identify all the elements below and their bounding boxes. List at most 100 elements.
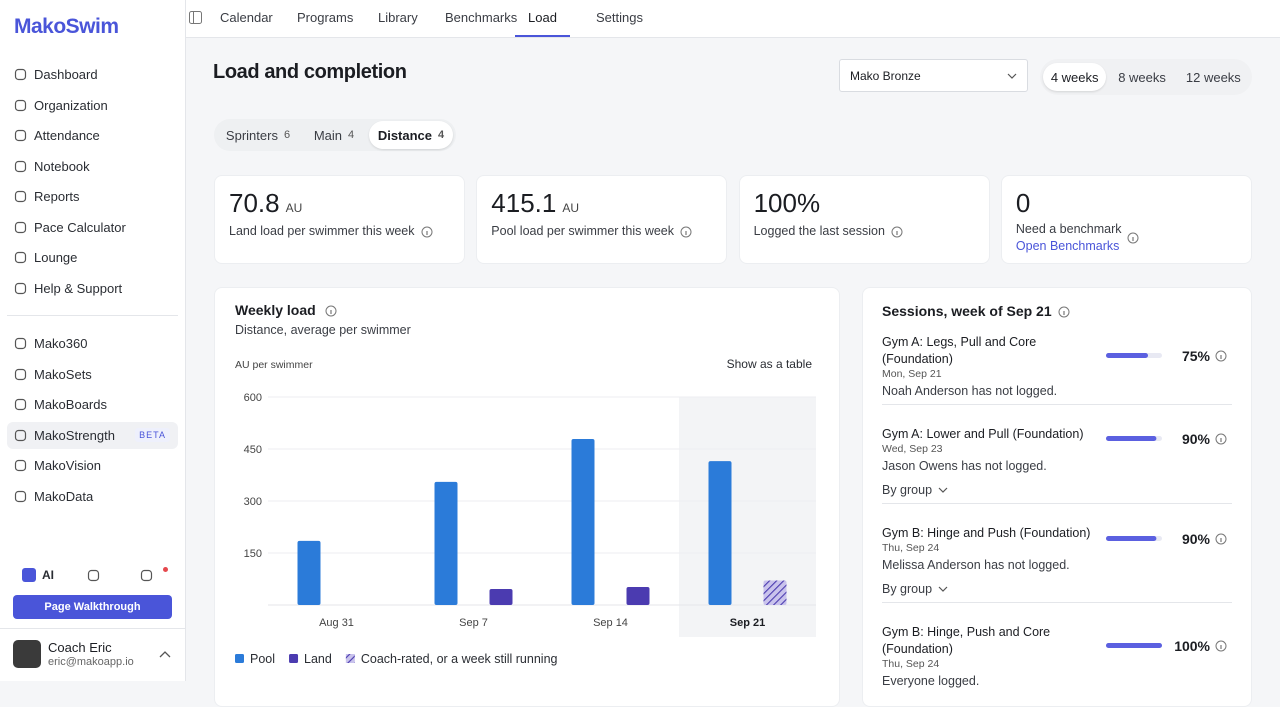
walkthrough-button[interactable]: Page Walkthrough [13, 595, 172, 619]
nav-icon [14, 251, 27, 264]
session-note: Jason Owens has not logged. [882, 459, 1047, 473]
nav-item[interactable]: Lounge [7, 244, 178, 271]
info-icon [1215, 640, 1227, 652]
info-icon [891, 226, 903, 238]
tab[interactable]: Benchmarks [445, 10, 518, 25]
ai-button[interactable]: AI [22, 568, 54, 582]
progress-fill [1106, 643, 1162, 648]
nav-icon [14, 282, 27, 294]
tab[interactable]: Settings [596, 10, 643, 25]
session-percent: 90% [1181, 531, 1210, 547]
app-item[interactable]: MakoSets [7, 361, 178, 388]
nav-item[interactable]: Organization [7, 92, 178, 119]
top-tabs: Calendar Programs Library Benchmarks Load Set… [186, 0, 1280, 38]
chevron-up [159, 651, 171, 658]
ai-shape [22, 568, 36, 582]
nav-item[interactable]: Dashboard [7, 61, 178, 88]
range-toggle: 4 weeks 8 weeks 12 weeks [1040, 59, 1252, 95]
page-title: Load and completion [213, 61, 407, 83]
stat-label-row: Logged the last session [754, 224, 903, 238]
team-select[interactable]: Mako Bronze [839, 59, 1028, 92]
y-tick-label: 300 [244, 496, 262, 508]
session-title[interactable]: Gym B: Hinge, Push and Core (Foundation) [882, 625, 1051, 656]
notification-dot [163, 567, 168, 572]
range-option[interactable]: 8 weeks [1118, 69, 1166, 85]
tab[interactable]: Calendar [220, 10, 273, 25]
tab[interactable]: Load [515, 0, 570, 37]
group-option[interactable]: Main 4 [301, 121, 367, 149]
bar [763, 580, 787, 605]
y-axis-label: AU per swimmer [235, 359, 313, 371]
stat-label: Land load per swimmer this week [229, 224, 415, 238]
session-title[interactable]: Gym B: Hinge and Push (Foundation) [882, 526, 1091, 540]
progress-fill [1106, 353, 1148, 358]
range-option[interactable]: 12 weeks [1185, 69, 1241, 85]
nav-icon [14, 129, 27, 142]
beta-badge: BETA [135, 428, 170, 442]
y-tick-label: 600 [244, 392, 262, 404]
progress [1106, 436, 1162, 441]
icon-shape [14, 282, 27, 294]
app-label: MakoBoards [34, 397, 107, 412]
x-tick-label: Sep 21 [730, 617, 765, 629]
progress-fill [1106, 436, 1157, 441]
app-icon [14, 429, 27, 441]
tab[interactable]: Library [378, 10, 418, 25]
x-tick-label: Aug 31 [319, 617, 354, 629]
sessions-header: Sessions, week of Sep 21 [882, 303, 1070, 319]
tab[interactable]: Programs [297, 10, 354, 25]
info-circle [1215, 433, 1227, 445]
nav-item[interactable]: Notebook [7, 153, 178, 180]
by-group-toggle[interactable]: By group [882, 483, 948, 497]
legend-swatch [289, 654, 299, 663]
info-circle [1058, 306, 1070, 318]
info-circle [325, 305, 337, 317]
stat-value-row: 100% [754, 188, 821, 219]
legend-swatch-running [345, 654, 355, 663]
nav-item[interactable]: Help & Support [7, 275, 178, 302]
table-toggle[interactable]: Show as a table [727, 357, 813, 371]
sessions-title: Sessions, week of Sep 21 [882, 303, 1052, 319]
nav-label: Attendance [34, 128, 100, 143]
group-option[interactable]: Sprinters 6 [217, 121, 299, 149]
app-item[interactable]: MakoData [7, 483, 178, 510]
app-item[interactable]: MakoBoards [7, 391, 178, 418]
separator [7, 315, 178, 316]
nav-item[interactable]: Pace Calculator [7, 214, 178, 241]
logo: MakoSwim [14, 15, 119, 38]
stat-link[interactable]: Open Benchmarks [1015, 239, 1120, 253]
info-icon [680, 226, 692, 238]
app-item[interactable]: Mako360 [7, 330, 178, 357]
stat-value-row: 0 [1016, 188, 1030, 219]
icon-shape [14, 129, 27, 142]
info-icon [325, 305, 337, 317]
y-tick-label: 150 [244, 548, 262, 560]
panel-icon[interactable] [189, 11, 202, 24]
by-group-toggle[interactable]: By group [882, 582, 948, 596]
range-option[interactable]: 4 weeks [1043, 63, 1107, 91]
ai-icon [22, 568, 36, 582]
chevron-path [938, 487, 948, 493]
chevron-down [1007, 73, 1017, 79]
group-option[interactable]: Distance 4 [369, 121, 453, 149]
user-name: Coach Eric [48, 640, 112, 655]
session-title[interactable]: Gym A: Legs, Pull and Core (Foundation) [882, 335, 1037, 366]
sessions-card: Sessions, week of Sep 21 Gym A: Legs, Pul… [862, 287, 1252, 707]
y-tick-label: 450 [244, 444, 262, 456]
app-label: MakoData [34, 488, 94, 504]
nav-item[interactable]: Reports [7, 183, 178, 210]
app-item[interactable]: MakoStrength BETA [7, 421, 178, 449]
session-title[interactable]: Gym A: Lower and Pull (Foundation) [882, 427, 1084, 441]
stat-unit: AU [285, 201, 303, 215]
nav-icon [14, 68, 27, 81]
stat-value-row: 70.8 AU [229, 188, 302, 219]
session-note: Everyone logged. [882, 674, 980, 688]
session-note: Noah Anderson has not logged. [882, 384, 1058, 398]
stat-value: 415.1 [491, 188, 557, 218]
nav-item[interactable]: Attendance [7, 122, 178, 149]
stat-value: 100% [753, 188, 821, 218]
app-item[interactable]: MakoVision [7, 452, 178, 479]
chevron-down [938, 487, 948, 493]
bar [708, 461, 732, 605]
group-count: 4 [438, 129, 445, 141]
